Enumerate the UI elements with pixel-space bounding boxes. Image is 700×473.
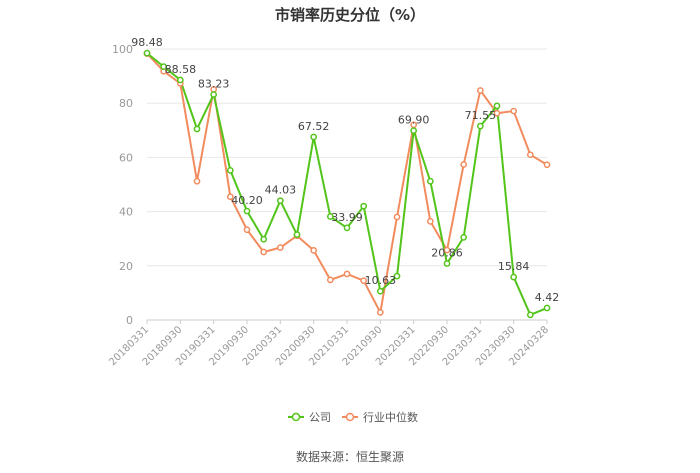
legend-label: 公司 [309, 411, 331, 424]
point-industry [343, 270, 351, 278]
point-company [510, 273, 518, 281]
data-label: 69.90 [398, 114, 430, 127]
y-axis: 0 20 40 60 80 100 [112, 43, 133, 327]
data-label: 67.52 [298, 120, 330, 133]
data-label: 15.84 [498, 260, 530, 273]
chart-title: 市销率历史分位（%） [275, 6, 425, 24]
point-company [226, 167, 234, 174]
point-industry [326, 276, 334, 284]
data-label: 98.48 [131, 36, 163, 49]
legend-item-industry[interactable]: 行业中位数 [342, 410, 418, 424]
data-label: 83.23 [198, 77, 230, 90]
y-tick-label: 40 [119, 206, 133, 219]
point-company [360, 202, 368, 210]
point-company [326, 213, 334, 220]
point-company [476, 122, 484, 130]
point-company [293, 231, 301, 238]
point-company [276, 197, 284, 205]
point-company [193, 125, 201, 133]
y-tick-label: 0 [126, 314, 133, 327]
source-note: 数据来源：恒生聚源 [296, 449, 404, 464]
point-industry [493, 109, 501, 117]
point-company [176, 76, 184, 84]
point-industry [243, 226, 251, 234]
point-industry [510, 107, 518, 115]
point-industry [360, 277, 368, 285]
point-company [410, 127, 418, 134]
point-industry [460, 161, 468, 168]
point-company [210, 91, 218, 98]
y-tick-label: 100 [112, 43, 133, 56]
grid-lines [147, 48, 547, 267]
data-label: 10.63 [365, 274, 397, 287]
point-company [393, 272, 401, 280]
legend-item-company[interactable]: 公司 [288, 411, 331, 424]
point-industry [476, 87, 484, 94]
point-company [543, 304, 551, 312]
point-industry [276, 244, 284, 251]
x-axis: 2018033120180930201903312019093020200331… [107, 319, 551, 368]
point-company [260, 235, 268, 243]
data-label: 71.55 [465, 109, 497, 122]
point-company [343, 224, 351, 232]
legend-marker [345, 412, 355, 422]
point-industry [443, 246, 451, 254]
data-label: 88.58 [165, 63, 197, 76]
point-industry [226, 193, 234, 201]
legend-label: 行业中位数 [363, 410, 418, 424]
data-label: 33.99 [331, 211, 363, 224]
y-tick-label: 80 [119, 97, 133, 110]
data-label: 20.86 [431, 246, 463, 259]
point-industry [426, 218, 434, 225]
point-company [143, 49, 151, 57]
data-label: 44.03 [265, 184, 297, 197]
y-tick-label: 20 [119, 260, 133, 273]
point-company [310, 133, 318, 141]
point-company [493, 102, 501, 110]
point-industry [310, 247, 318, 254]
point-company [526, 311, 534, 319]
point-company [160, 63, 168, 70]
point-company [443, 260, 451, 267]
point-industry [376, 309, 384, 316]
data-label: 4.42 [535, 291, 560, 304]
point-industry [543, 161, 551, 169]
point-company [460, 233, 468, 241]
series-points [143, 49, 551, 319]
legend[interactable]: 公司 行业中位数 [288, 410, 418, 424]
legend-marker [291, 412, 301, 422]
point-industry [193, 177, 201, 185]
point-industry [260, 248, 268, 256]
point-industry [526, 151, 534, 159]
data-label: 40.20 [231, 194, 263, 207]
point-industry [393, 213, 401, 221]
point-company [376, 287, 384, 295]
y-tick-label: 60 [119, 151, 133, 164]
point-company [426, 177, 434, 185]
point-company [243, 207, 251, 215]
